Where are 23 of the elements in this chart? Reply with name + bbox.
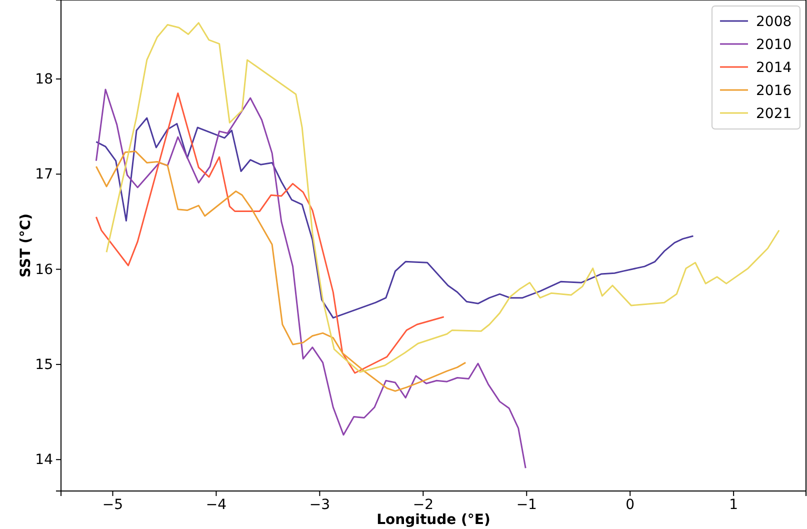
y-tick-label: 17: [35, 166, 53, 183]
line-series: [95, 150, 466, 392]
y-tick-label: 18: [35, 71, 53, 88]
legend-label: 2016: [756, 83, 792, 99]
y-tick-label: 15: [35, 356, 53, 373]
x-tick-label: −2: [412, 496, 434, 513]
x-tick-label: −1: [516, 496, 537, 513]
legend-label: 2008: [756, 14, 792, 30]
line-series: [95, 88, 526, 469]
y-tick-label: 14: [35, 452, 54, 468]
line-series: [95, 92, 445, 374]
legend-label: 2014: [756, 60, 792, 76]
x-tick-label: 1: [729, 496, 738, 513]
line-series: [95, 117, 694, 319]
x-tick-label: −5: [102, 496, 124, 513]
x-tick-label: 0: [626, 496, 635, 513]
x-axis-title: Longitude (°E): [376, 512, 490, 528]
x-tick-label: −3: [309, 496, 330, 513]
y-tick-label: 16: [35, 262, 54, 278]
legend-label: 2010: [756, 37, 792, 53]
x-tick-label: −4: [206, 496, 227, 513]
legend-label: 2021: [756, 106, 792, 122]
y-axis-title: SST (°C): [18, 213, 34, 278]
